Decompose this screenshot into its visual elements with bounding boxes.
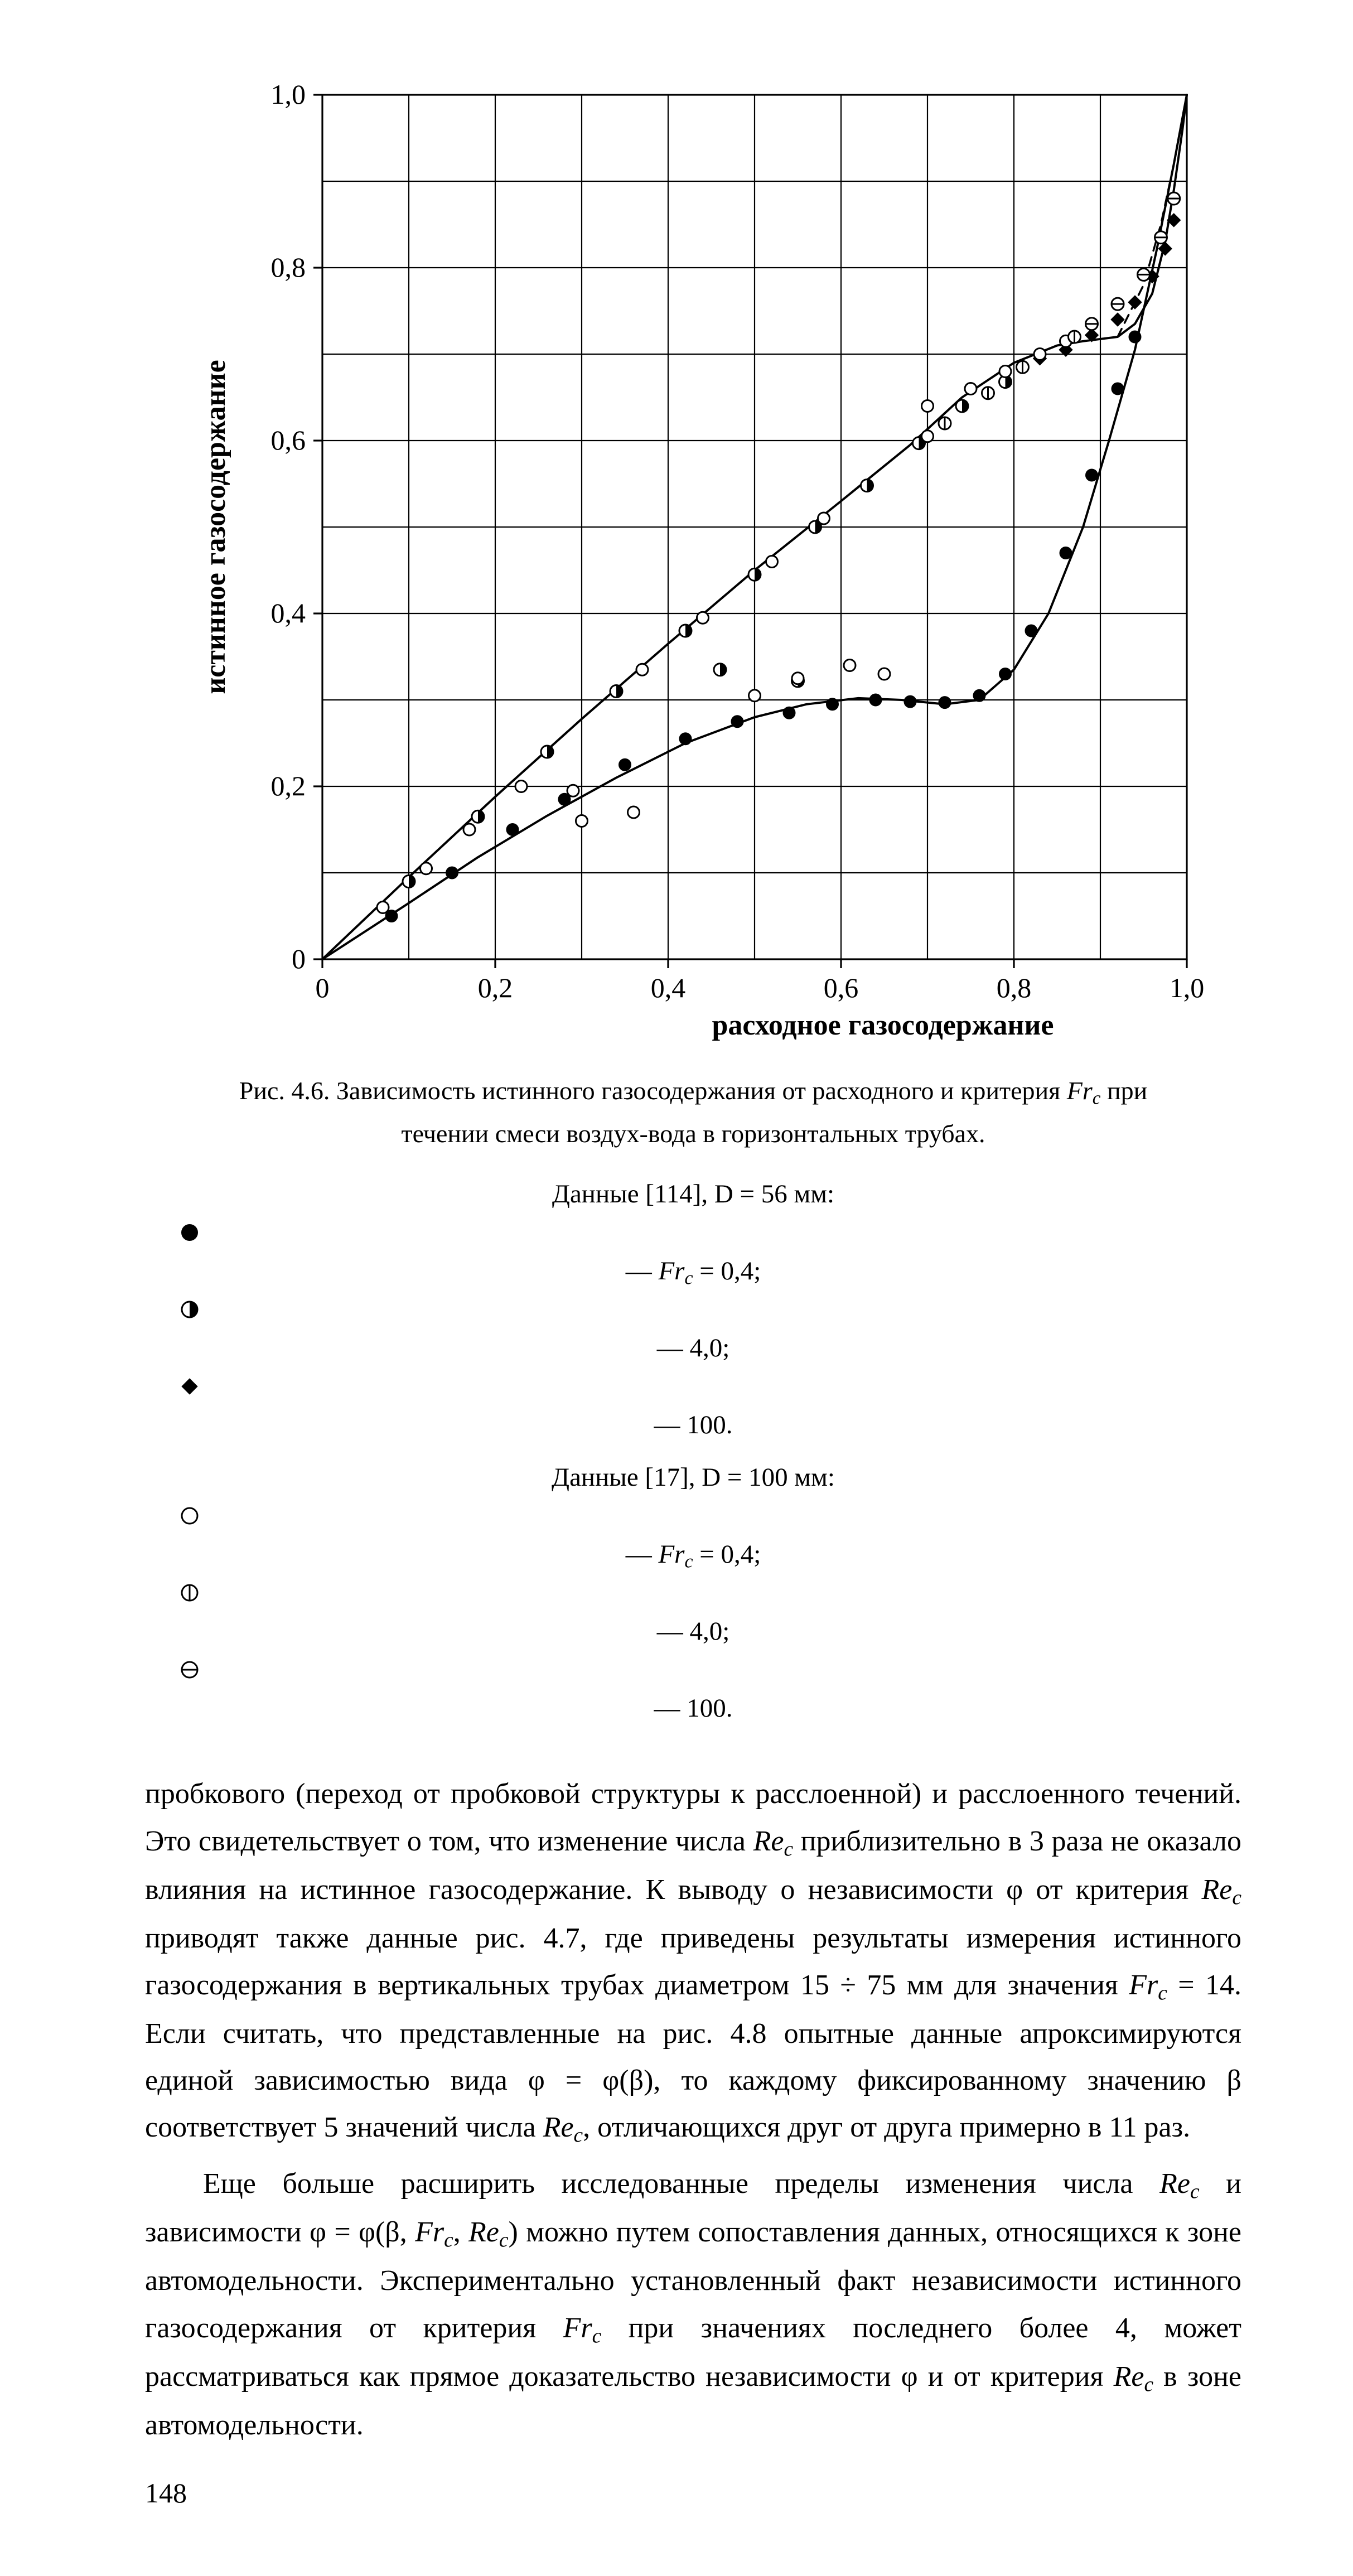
svg-text:1,0: 1,0 — [1170, 972, 1205, 1003]
caption-text-1a: Зависимость истинного газосодержания от … — [336, 1076, 1067, 1105]
svg-text:0: 0 — [316, 972, 330, 1003]
svg-text:истинное газосодержание: истинное газосодержание — [200, 360, 231, 694]
paragraph-1: пробкового (переход от пробковой структу… — [145, 1771, 1241, 2153]
caption-fr-sym: Fr — [1067, 1076, 1093, 1105]
caption-text-1b: при — [1101, 1076, 1148, 1105]
svg-text:0,8: 0,8 — [997, 972, 1032, 1003]
figure-4-6: 0 0,2 0,4 0,6 0,8 1,0 0 0,2 0,4 0,6 0,8 1,0 расходно… — [177, 67, 1209, 1048]
svg-text:0,4: 0,4 — [651, 972, 686, 1003]
figure-caption: Рис. 4.6. Зависимость истинного газосоде… — [177, 1074, 1209, 1151]
page-number: 148 — [145, 2477, 1241, 2509]
svg-text:расходное газосодержание: расходное газосодержание — [712, 1009, 1054, 1041]
caption-fr-sub: с — [1093, 1088, 1101, 1108]
svg-text:0,2: 0,2 — [478, 972, 513, 1003]
figure-legend: Данные [114], D = 56 мм: — Frс = 0,4; — … — [177, 1168, 1209, 1734]
body-text: пробкового (переход от пробковой структу… — [145, 1771, 1241, 2448]
svg-text:0,8: 0,8 — [271, 252, 306, 283]
paragraph-2: Еще больше расширить исследованные преде… — [145, 2161, 1241, 2448]
svg-text:0,4: 0,4 — [271, 597, 306, 629]
svg-text:0: 0 — [292, 943, 306, 974]
svg-text:1,0: 1,0 — [271, 79, 306, 110]
svg-text:0,2: 0,2 — [271, 770, 306, 801]
legend-row-a: Данные [114], D = 56 мм: — Frс = 0,4; — … — [177, 1168, 1209, 1451]
caption-text-2: течении смеси воздух-вода в горизонтальн… — [177, 1117, 1209, 1151]
chart-svg: 0 0,2 0,4 0,6 0,8 1,0 0 0,2 0,4 0,6 0,8 1,0 расходно… — [177, 67, 1209, 1048]
caption-prefix: Рис. 4.6. — [239, 1076, 330, 1105]
page: 0 0,2 0,4 0,6 0,8 1,0 0 0,2 0,4 0,6 0,8 1,0 расходно… — [0, 0, 1353, 2576]
svg-text:0,6: 0,6 — [824, 972, 859, 1003]
svg-text:0,6: 0,6 — [271, 424, 306, 456]
legend-row-b: Данные [17], D = 100 мм: — Frс = 0,4; — … — [177, 1451, 1209, 1734]
